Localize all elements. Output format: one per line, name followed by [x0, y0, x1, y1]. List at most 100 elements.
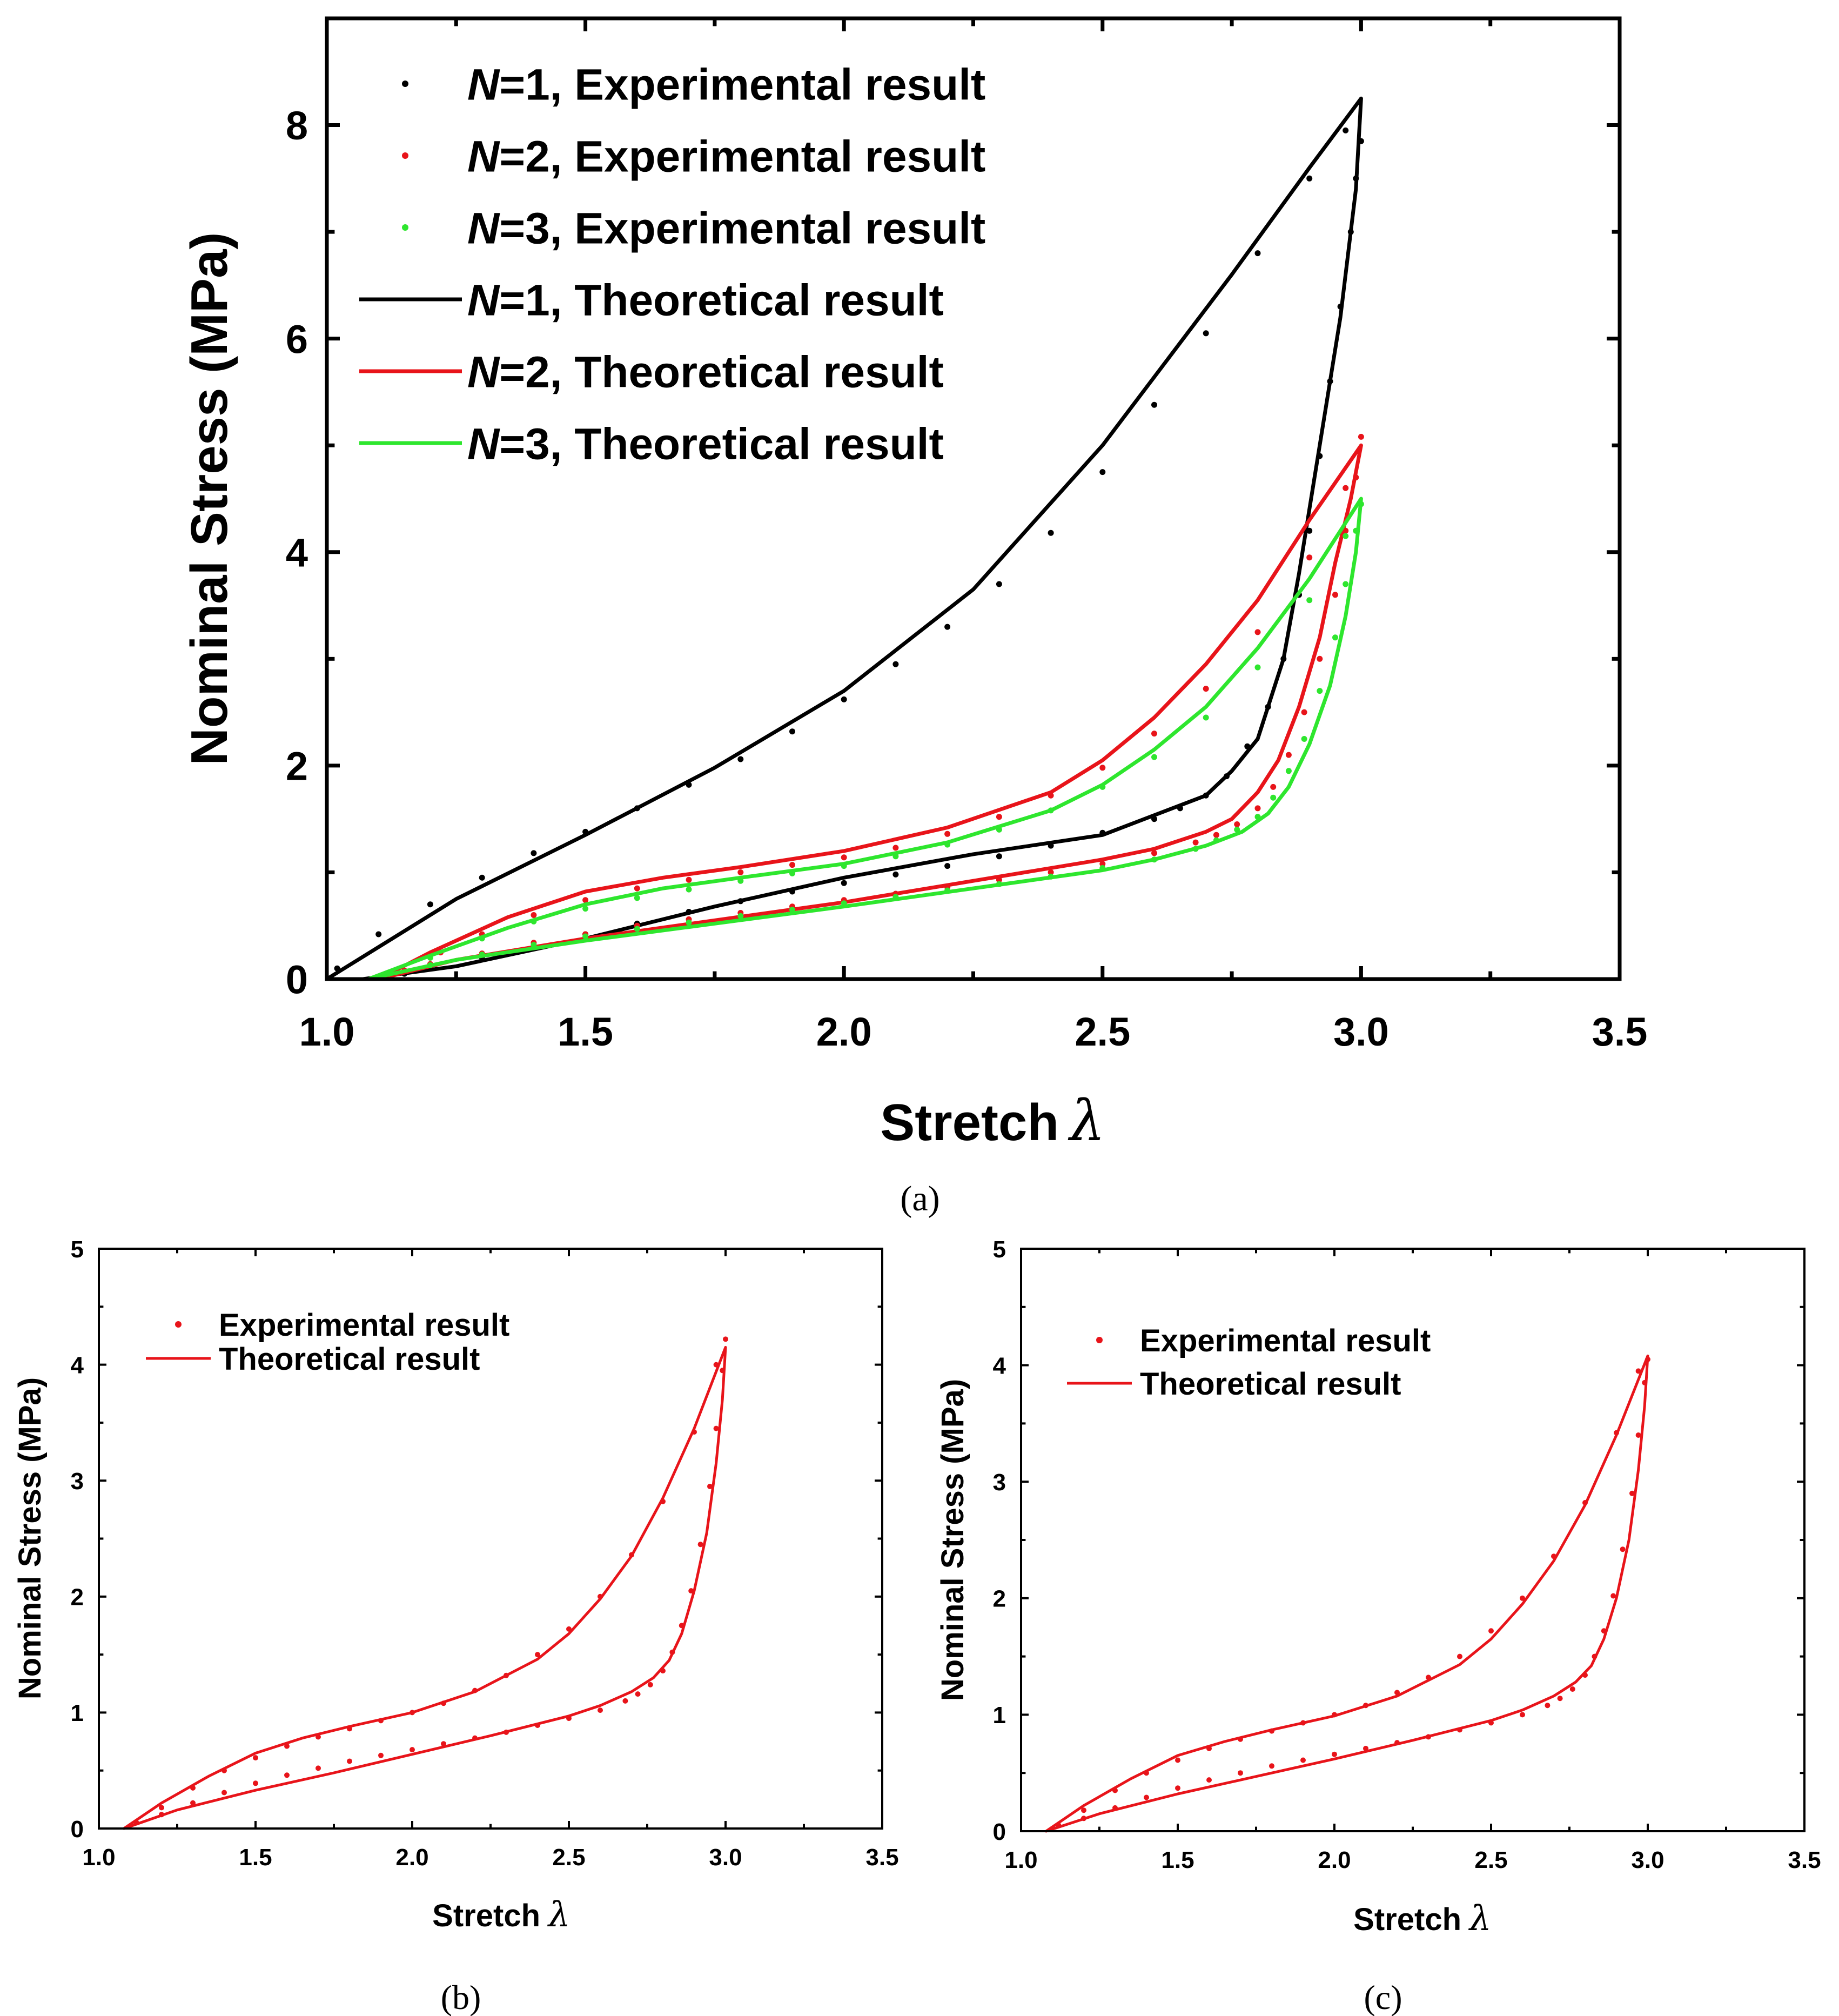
- panel-a-data-point: [1306, 597, 1313, 604]
- panel-c-data-point: [1635, 1368, 1641, 1374]
- panel-c-data-point: [1545, 1703, 1551, 1709]
- panel-b-data-point: [253, 1780, 258, 1786]
- panel-a-data-point: [1332, 634, 1338, 641]
- panel-c-data-point: [1610, 1593, 1616, 1599]
- panel-c-data-point: [1332, 1751, 1337, 1757]
- panel-a-data-point: [386, 970, 392, 977]
- panel-a-data-point: [1285, 752, 1292, 758]
- panel-a-ticks: 1.0 1.5 2.0 2.5 3.0 3.5 0 2 4 6 8: [286, 16, 1647, 1054]
- panel-b-data-point: [472, 1735, 478, 1741]
- panel-c-data-point: [1645, 1356, 1650, 1362]
- panel-c-data-point: [1056, 1823, 1062, 1829]
- panel-a-data-point: [1203, 792, 1209, 799]
- panel-c-data-point: [1629, 1490, 1635, 1496]
- panel-a-data-point: [582, 897, 589, 903]
- panel-a-data-point: [789, 888, 795, 895]
- legend-label: N=2, Experimental result: [467, 132, 985, 182]
- legend-marker-swatch: [402, 81, 408, 87]
- panel-c-x-tick-label: 1.5: [1161, 1847, 1194, 1873]
- panel-a-y-tick-label: 8: [286, 103, 308, 148]
- panel-a-data-point: [1224, 773, 1230, 780]
- panel-a-data-point: [1306, 554, 1313, 561]
- panel-a-data-point: [996, 826, 1002, 833]
- panel-c-x-axis-lambda: λ: [1468, 1899, 1492, 1939]
- panel-b-data-point: [713, 1362, 719, 1368]
- panel-a-data-point: [841, 696, 847, 702]
- panel-b-data-point: [190, 1785, 196, 1791]
- panel-c-data-point: [1520, 1712, 1525, 1718]
- panel-b-data-point: [410, 1710, 415, 1716]
- panel-c-data-point: [1426, 1734, 1431, 1740]
- panel-a-data-point: [944, 887, 951, 894]
- panel-b-x-axis-lambda: λ: [547, 1895, 571, 1935]
- panel-c-data-point: [1520, 1595, 1525, 1601]
- panel-b-data-point: [441, 1741, 446, 1747]
- panel-b-data-point: [679, 1623, 684, 1629]
- panel-a-data-point: [1234, 826, 1240, 833]
- panel-c-data-point: [1363, 1745, 1368, 1751]
- panel-a-data-point: [479, 874, 485, 881]
- panel-a-data-point: [1099, 783, 1106, 790]
- panel-c-data-point: [1269, 1728, 1274, 1734]
- legend-marker-swatch: [402, 152, 408, 159]
- panel-a-data-point: [1317, 688, 1323, 694]
- panel-a-data-point: [1048, 530, 1054, 536]
- panel-a-data-point: [1343, 485, 1349, 491]
- panel-a-data-point: [1254, 805, 1261, 812]
- panel-a-data-point: [1317, 453, 1323, 459]
- panel-c-x-axis-label: Stretch λ: [1353, 1899, 1491, 1939]
- panel-a-data-point: [427, 901, 433, 908]
- panel-a-y-tick-label: 4: [286, 530, 308, 575]
- panel-a-data-point: [1151, 850, 1157, 856]
- panel-a-data-point: [996, 881, 1002, 887]
- panel-c-y-tick-label: 1: [993, 1702, 1006, 1729]
- panel-a-data-point: [531, 918, 537, 925]
- panel-c-data-point: [1269, 1763, 1274, 1769]
- panel-a-data-point: [841, 863, 847, 869]
- legend-label-rest: =3, Experimental result: [499, 204, 985, 253]
- panel-c-data-point: [1457, 1727, 1462, 1733]
- panel-a-data-point: [1192, 839, 1199, 846]
- panel-a-data-point: [479, 935, 485, 942]
- panel-a-data-point: [1048, 873, 1054, 880]
- panel-a-series-line-0: [325, 96, 1363, 981]
- panel-a-data-point: [1353, 474, 1359, 480]
- panel-a-legend-item: N=1, Theoretical result: [359, 276, 944, 325]
- panel-b-x-axis-label-text: Stretch: [432, 1898, 540, 1933]
- panel-a-data-point: [1203, 714, 1209, 721]
- panel-a-data-point: [531, 912, 537, 918]
- panel-a-data-point: [1151, 816, 1157, 822]
- panel-b-plot-area: [122, 1336, 728, 1830]
- panel-c-data-point: [1175, 1757, 1180, 1763]
- legend-label: N=3, Experimental result: [467, 204, 985, 253]
- panel-a-data-point: [1203, 330, 1209, 337]
- panel-a-data-point: [1306, 175, 1313, 182]
- panel-b-ticks: 1.0 1.5 2.0 2.5 3.0 3.5 0 1 2 3 4 5: [71, 1236, 899, 1871]
- panel-b-data-point: [253, 1755, 258, 1761]
- panel-a-data-point: [582, 933, 589, 940]
- panel-a-data-point: [1343, 127, 1349, 133]
- panel-c-data-point: [1394, 1690, 1400, 1696]
- panel-a-data-point: [944, 863, 951, 869]
- panel-a-data-point: [1353, 175, 1359, 182]
- panel-b-data-point: [647, 1682, 653, 1687]
- panel-c-data-point: [1457, 1653, 1462, 1659]
- panel-a-data-point: [996, 876, 1002, 883]
- panel-a-data-point: [634, 805, 640, 812]
- panel-b-data-point: [316, 1734, 321, 1740]
- panel-a-data-point: [996, 814, 1002, 820]
- panel-b-data-point: [441, 1700, 446, 1706]
- panel-a-data-point: [1301, 709, 1307, 715]
- panel-c: 1.0 1.5 2.0 2.5 3.0 3.5 0 1 2 3 4 5 Experimental re…: [935, 1236, 1821, 2016]
- panel-c-y-tick-label: 5: [993, 1236, 1006, 1263]
- panel-a-data-point: [1337, 303, 1344, 310]
- panel-a-data-point: [892, 894, 899, 900]
- panel-c-data-point: [1557, 1696, 1563, 1702]
- panel-a-data-point: [1343, 533, 1349, 539]
- panel-a-series-line-2: [377, 443, 1363, 981]
- legend-label-rest: =1, Experimental result: [499, 61, 985, 110]
- panel-c-data-point: [1582, 1500, 1588, 1505]
- panel-c-data-point: [1569, 1686, 1575, 1692]
